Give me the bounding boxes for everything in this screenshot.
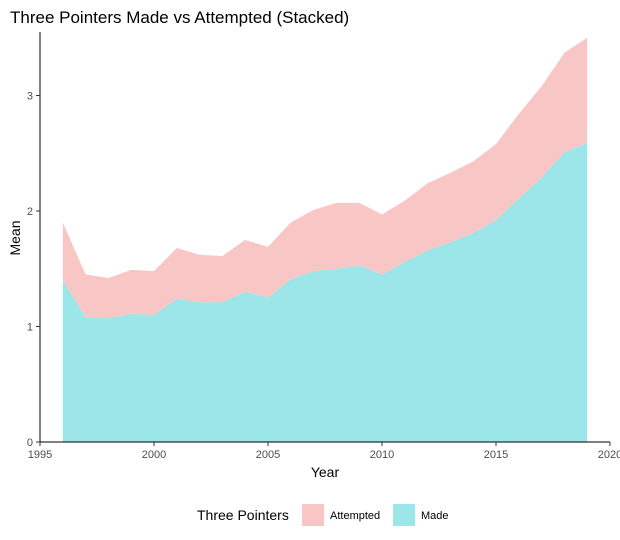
y-tick-label: 3 bbox=[27, 91, 33, 103]
y-tick-label: 0 bbox=[27, 437, 33, 449]
area-made bbox=[62, 142, 588, 442]
legend-label-made: Made bbox=[421, 510, 449, 522]
y-tick-label: 1 bbox=[27, 322, 33, 334]
legend: Three Pointers Attempted Made bbox=[197, 504, 449, 526]
x-tick-label: 2010 bbox=[370, 449, 394, 461]
area-layer bbox=[62, 37, 588, 442]
y-tick-label: 2 bbox=[27, 206, 33, 218]
x-tick-label: 2015 bbox=[484, 449, 508, 461]
x-tick-label: 2005 bbox=[256, 449, 280, 461]
chart-title: Three Pointers Made vs Attempted (Stacke… bbox=[10, 8, 349, 27]
legend-swatch-attempted bbox=[302, 504, 324, 526]
legend-title: Three Pointers bbox=[197, 507, 289, 523]
y-axis-title: Mean bbox=[7, 220, 23, 255]
legend-swatch-made bbox=[393, 504, 415, 526]
x-tick-label: 2000 bbox=[142, 449, 166, 461]
axes: 1995 2000 2005 2010 2015 2020 0 1 2 3 bbox=[27, 32, 620, 461]
x-tick-label: 2020 bbox=[598, 449, 620, 461]
x-tick-label: 1995 bbox=[28, 449, 52, 461]
legend-label-attempted: Attempted bbox=[330, 510, 380, 522]
x-axis-title: Year bbox=[311, 464, 340, 480]
area-attempted bbox=[62, 37, 588, 319]
